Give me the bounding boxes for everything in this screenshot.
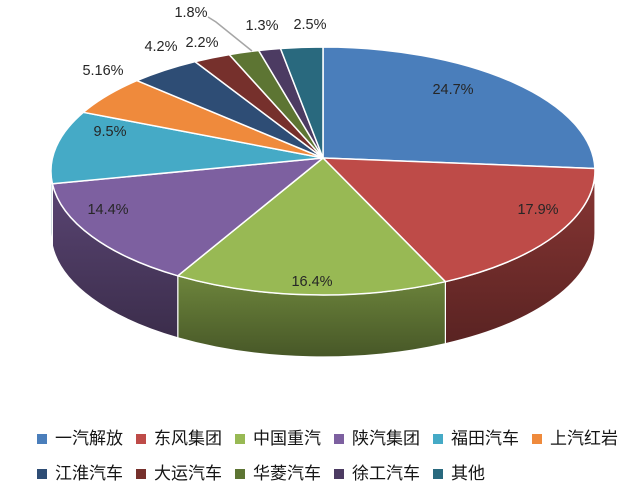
legend-row: 一汽解放 东风集团 中国重汽 陕汽集团 福田汽车 上汽红岩 (37, 429, 631, 449)
slice-label: 4.2% (144, 39, 177, 55)
slice-label: 2.5% (293, 17, 326, 33)
slice-label: 17.9% (517, 202, 558, 218)
pie-chart-svg: 24.7% 17.9% 16.4% 14.4% 9.5% 5.16% 4.2% 2.2% 1.8… (50, 5, 596, 358)
legend-label: 陕汽集团 (352, 429, 420, 448)
legend-swatch (136, 469, 146, 479)
legend-swatch (433, 469, 443, 479)
legend-swatch (235, 434, 245, 444)
legend-label: 江淮汽车 (55, 464, 123, 483)
chart-legend: 一汽解放 东风集团 中国重汽 陕汽集团 福田汽车 上汽红岩江淮汽车 大运汽车 华菱汽车 徐工汽车… (37, 429, 631, 484)
legend-item: 一汽解放 (37, 429, 123, 449)
legend-item: 徐工汽车 (334, 464, 420, 484)
legend-swatch (433, 434, 443, 444)
legend-item: 大运汽车 (136, 464, 222, 484)
legend-item: 福田汽车 (433, 429, 519, 449)
legend-label: 徐工汽车 (352, 464, 420, 483)
legend-label: 中国重汽 (253, 429, 321, 448)
slice-label: 9.5% (93, 124, 126, 140)
slice-label: 1.8% (174, 5, 207, 21)
legend-item: 中国重汽 (235, 429, 321, 449)
slice-label: 16.4% (291, 274, 332, 290)
slice-label: 14.4% (87, 202, 128, 218)
legend-swatch (235, 469, 245, 479)
slice-label: 2.2% (185, 35, 218, 51)
legend-item: 东风集团 (136, 429, 222, 449)
legend-swatch (334, 469, 344, 479)
pie-slice (50, 111, 324, 185)
legend-swatch (37, 469, 47, 479)
pie-slice (322, 46, 596, 170)
legend-swatch (532, 434, 542, 444)
legend-swatch (136, 434, 146, 444)
legend-swatch (37, 434, 47, 444)
legend-label: 华菱汽车 (253, 464, 321, 483)
legend-label: 福田汽车 (451, 429, 519, 448)
legend-row: 江淮汽车 大运汽车 华菱汽车 徐工汽车 其他 (37, 464, 631, 484)
legend-item: 陕汽集团 (334, 429, 420, 449)
legend-label: 东风集团 (154, 429, 222, 448)
pie-slice (177, 157, 447, 296)
slice-label: 24.7% (432, 82, 473, 98)
legend-label: 上汽红岩 (550, 429, 618, 448)
label-leader-line (207, 16, 253, 52)
pie-slice (279, 46, 324, 159)
legend-label: 一汽解放 (55, 429, 123, 448)
legend-item: 江淮汽车 (37, 464, 123, 484)
legend-item: 上汽红岩 (532, 429, 618, 449)
legend-item: 华菱汽车 (235, 464, 321, 484)
legend-label: 大运汽车 (154, 464, 222, 483)
slice-label: 1.3% (245, 18, 278, 34)
slice-label: 5.16% (82, 63, 123, 79)
pie-slice (51, 157, 324, 277)
legend-swatch (334, 434, 344, 444)
legend-label: 其他 (451, 464, 485, 483)
legend-item: 其他 (433, 464, 485, 484)
pie-slice (322, 157, 596, 283)
